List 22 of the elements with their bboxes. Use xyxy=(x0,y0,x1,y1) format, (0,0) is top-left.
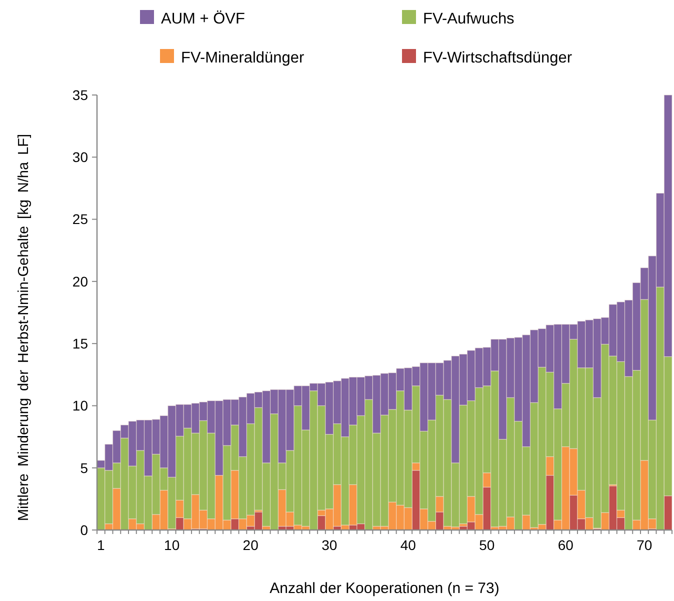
x-tick-label: 1 xyxy=(97,537,106,553)
legend-label: FV-Wirtschaftsdünger xyxy=(423,49,572,66)
y-tick-label: 15 xyxy=(72,335,88,352)
x-tick-label: 20 xyxy=(242,537,259,553)
x-tick-label: 30 xyxy=(322,537,338,553)
legend-label: FV-Aufwuchs xyxy=(423,10,515,28)
legend-label: AUM + ÖVF xyxy=(161,10,245,28)
x-tick-label: 10 xyxy=(164,537,180,553)
x-tick-label: 60 xyxy=(558,537,574,553)
y-tick-label: 10 xyxy=(72,398,88,414)
y-tick-label: 20 xyxy=(72,273,88,290)
y-tick-label: 0 xyxy=(80,522,88,538)
y-tick-label: 5 xyxy=(80,460,88,476)
y-tick-label: 30 xyxy=(72,149,88,166)
x-tick-label: 40 xyxy=(400,537,416,553)
x-axis-title: Anzahl der Kooperationen (n = 73) xyxy=(270,580,500,597)
y-tick-label: 25 xyxy=(72,211,88,228)
legend-label: FV-Mineraldünger xyxy=(181,49,304,66)
x-tick-label: 70 xyxy=(636,537,652,553)
x-tick-label: 50 xyxy=(479,537,495,553)
y-axis-title: Mittlere Minderung der Herbst-Nmin-Gehalte [kg N/ha LF] xyxy=(16,134,32,522)
y-tick-label: 35 xyxy=(72,86,88,103)
